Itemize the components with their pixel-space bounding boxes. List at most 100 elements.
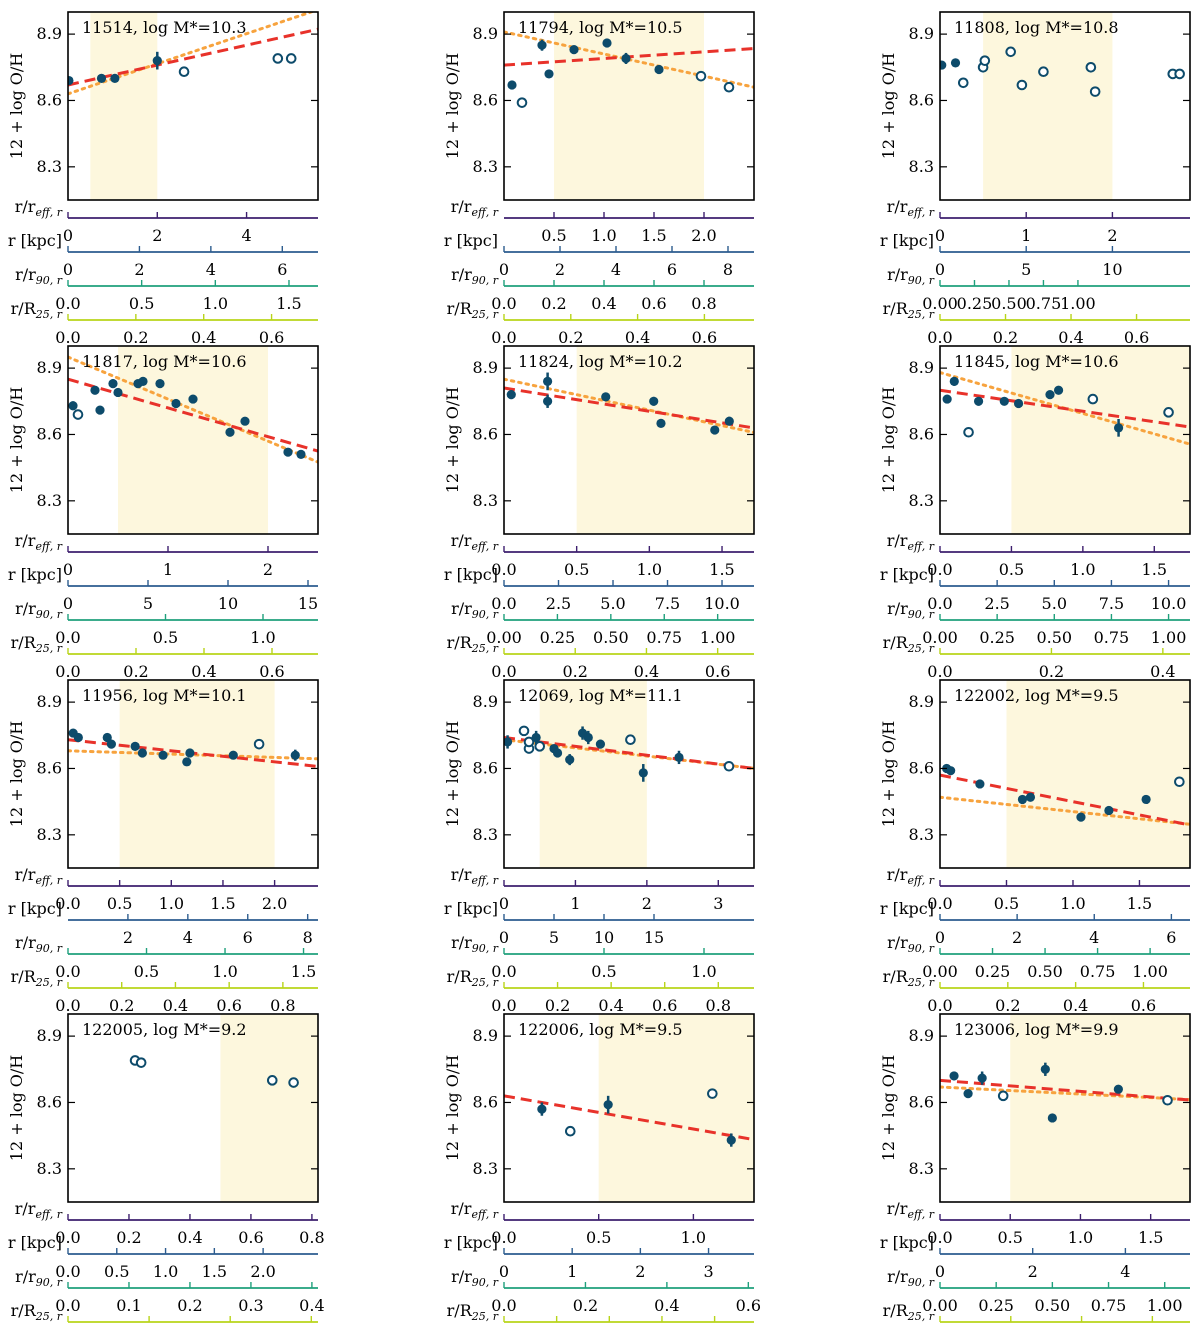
panel-1: 8.3 8.6 8.9 12 + log O/H 11514, log M*=10.3 r… (7, 11, 319, 347)
data-point (188, 394, 198, 404)
axis-kpc-tick-label: 0 (935, 1262, 945, 1281)
axis-r90-tick-label: 0.00 (922, 294, 958, 313)
data-point-open (997, 1090, 1009, 1102)
axis-r90-tick-label: 0.5 (591, 962, 616, 981)
axis-kpc-tick-label: 7.5 (655, 594, 680, 613)
data-point (1113, 423, 1124, 433)
plot-frame (503, 679, 755, 869)
axis-reff-label: r/reff, r (15, 1199, 63, 1221)
axis-r25-tick-label: 0.2 (558, 328, 583, 347)
axis-reff-tick-label: 0.6 (238, 1228, 263, 1247)
data-point-open (1085, 61, 1097, 73)
axis-kpc-tick-label: 1.0 (153, 1262, 178, 1281)
panel-title: 11956, log M*=10.1 (82, 686, 247, 705)
shaded-region (90, 12, 158, 200)
y-tick-label: 8.3 (473, 157, 498, 176)
panel-6: 8.3 8.6 8.9 12 + log O/H 11845, log M*=10.6 r… (879, 345, 1191, 681)
axis-kpc-tick-label: 0 (63, 594, 73, 613)
axis-r25-tick-label: 0.0 (55, 328, 80, 347)
panel-title: 11794, log M*=10.5 (518, 18, 683, 37)
data-point (1113, 1084, 1123, 1094)
y-tick-label: 8.3 (909, 491, 934, 510)
axis-reff-tick-label: 0.0 (55, 894, 80, 913)
panel-3: 8.3 8.6 8.9 12 + log O/H 11808, log M*=10.8 r… (879, 11, 1191, 347)
y-tick-label: 8.9 (473, 692, 498, 711)
data-point (73, 732, 83, 743)
data-point-open (1087, 393, 1099, 405)
data-point (1053, 385, 1064, 395)
data-point-open (1038, 66, 1049, 78)
panel-title: 11817, log M*=10.6 (82, 352, 247, 371)
data-point-open (723, 81, 735, 93)
axis-reff-tick-label: 0.2 (116, 1228, 141, 1247)
axis-r90-label: r/r90, r (451, 599, 499, 621)
axis-reff-tick-label: 0 (63, 560, 73, 579)
fit-line-dotted (940, 795, 1190, 826)
y-tick-label: 8.6 (473, 758, 498, 777)
y-tick-label: 8.3 (909, 825, 934, 844)
shaded-region (983, 12, 1113, 200)
data-point (950, 58, 961, 68)
y-axis-label: 12 + log O/H (7, 1055, 26, 1162)
axis-reff-tick-label: 1 (570, 894, 580, 913)
axis-kpc-tick-label: 0.0 (55, 1262, 80, 1281)
axis-r25-label: r/R25, r (883, 967, 935, 989)
axis-reff-tick-label: 4 (241, 226, 251, 245)
y-tick-label: 8.9 (473, 1026, 498, 1045)
data-point-open (523, 736, 535, 748)
axis-reff-tick-label: 1.5 (641, 226, 666, 245)
axis-r90-tick-label: 0.0 (55, 1296, 80, 1315)
data-point (158, 750, 168, 760)
axis-kpc-tick-label: 5 (549, 928, 559, 947)
axis-r25-label: r/R25, r (883, 1301, 935, 1323)
axis-kpc-tick-label: 0 (935, 260, 945, 279)
axis-r25-label: r/R25, r (447, 299, 499, 321)
axis-r90-tick-label: 1.0 (691, 962, 716, 981)
axis-r90-tick-label: 0.75 (1080, 962, 1116, 981)
data-point (138, 376, 148, 386)
axis-r90-label: r/r90, r (451, 265, 499, 287)
axis-r25-tick-label: 0.4 (191, 662, 216, 681)
axis-r90-tick-label: 1.00 (700, 628, 736, 647)
axis-kpc-tick-label: 10 (594, 928, 614, 947)
y-tick-label: 8.9 (37, 358, 62, 377)
data-point (942, 394, 952, 404)
plot-area (504, 12, 754, 200)
data-point (583, 732, 593, 743)
axis-kpc-tick-label: 2 (635, 1262, 645, 1281)
axis-r90-tick-label: 1.5 (291, 962, 316, 981)
y-tick-label: 8.6 (909, 424, 934, 443)
y-tick-label: 8.9 (909, 358, 934, 377)
y-axis-label: 12 + log O/H (7, 387, 26, 494)
data-point (595, 739, 606, 749)
y-axis-label: 12 + log O/H (7, 721, 26, 828)
data-point (113, 387, 123, 398)
data-point (531, 732, 541, 743)
y-tick-label: 8.6 (909, 758, 934, 777)
axis-r25-tick-label: 0.2 (562, 662, 587, 681)
data-point (506, 390, 516, 400)
plot-frame (67, 11, 319, 201)
axis-reff-label: r/reff, r (451, 197, 499, 219)
axis-kpc-tick-label: 2 (1012, 928, 1022, 947)
data-point (638, 768, 648, 778)
data-point (225, 427, 235, 437)
axis-kpc-label: r [kpc] (880, 1233, 934, 1252)
axis-reff-tick-label: 1.5 (1127, 894, 1152, 913)
y-axis-label: 12 + log O/H (443, 1055, 462, 1162)
axis-r90-tick-label: 1.0 (212, 962, 237, 981)
panel-8: 8.3 8.6 8.9 12 + log O/H 12069, log M*=11.1 r… (443, 679, 755, 1015)
data-point (710, 425, 720, 435)
axis-r90-tick-label: 0.4 (591, 294, 616, 313)
axis-kpc-tick-label: 0.0 (927, 594, 952, 613)
axis-r25-label: r/R25, r (11, 633, 63, 655)
plot-frame (67, 345, 319, 535)
axis-r25-tick-label: 0.2 (123, 662, 148, 681)
data-point (137, 748, 147, 758)
fit-line-dotted (68, 12, 316, 96)
axis-r25-tick-label: 0.2 (545, 996, 570, 1015)
axis-kpc-tick-label: 2 (123, 928, 133, 947)
axis-r90-label: r/r90, r (887, 1267, 935, 1289)
panel-title: 11514, log M*=10.3 (82, 18, 247, 37)
panel-title: 122006, log M*=9.5 (518, 1020, 683, 1039)
